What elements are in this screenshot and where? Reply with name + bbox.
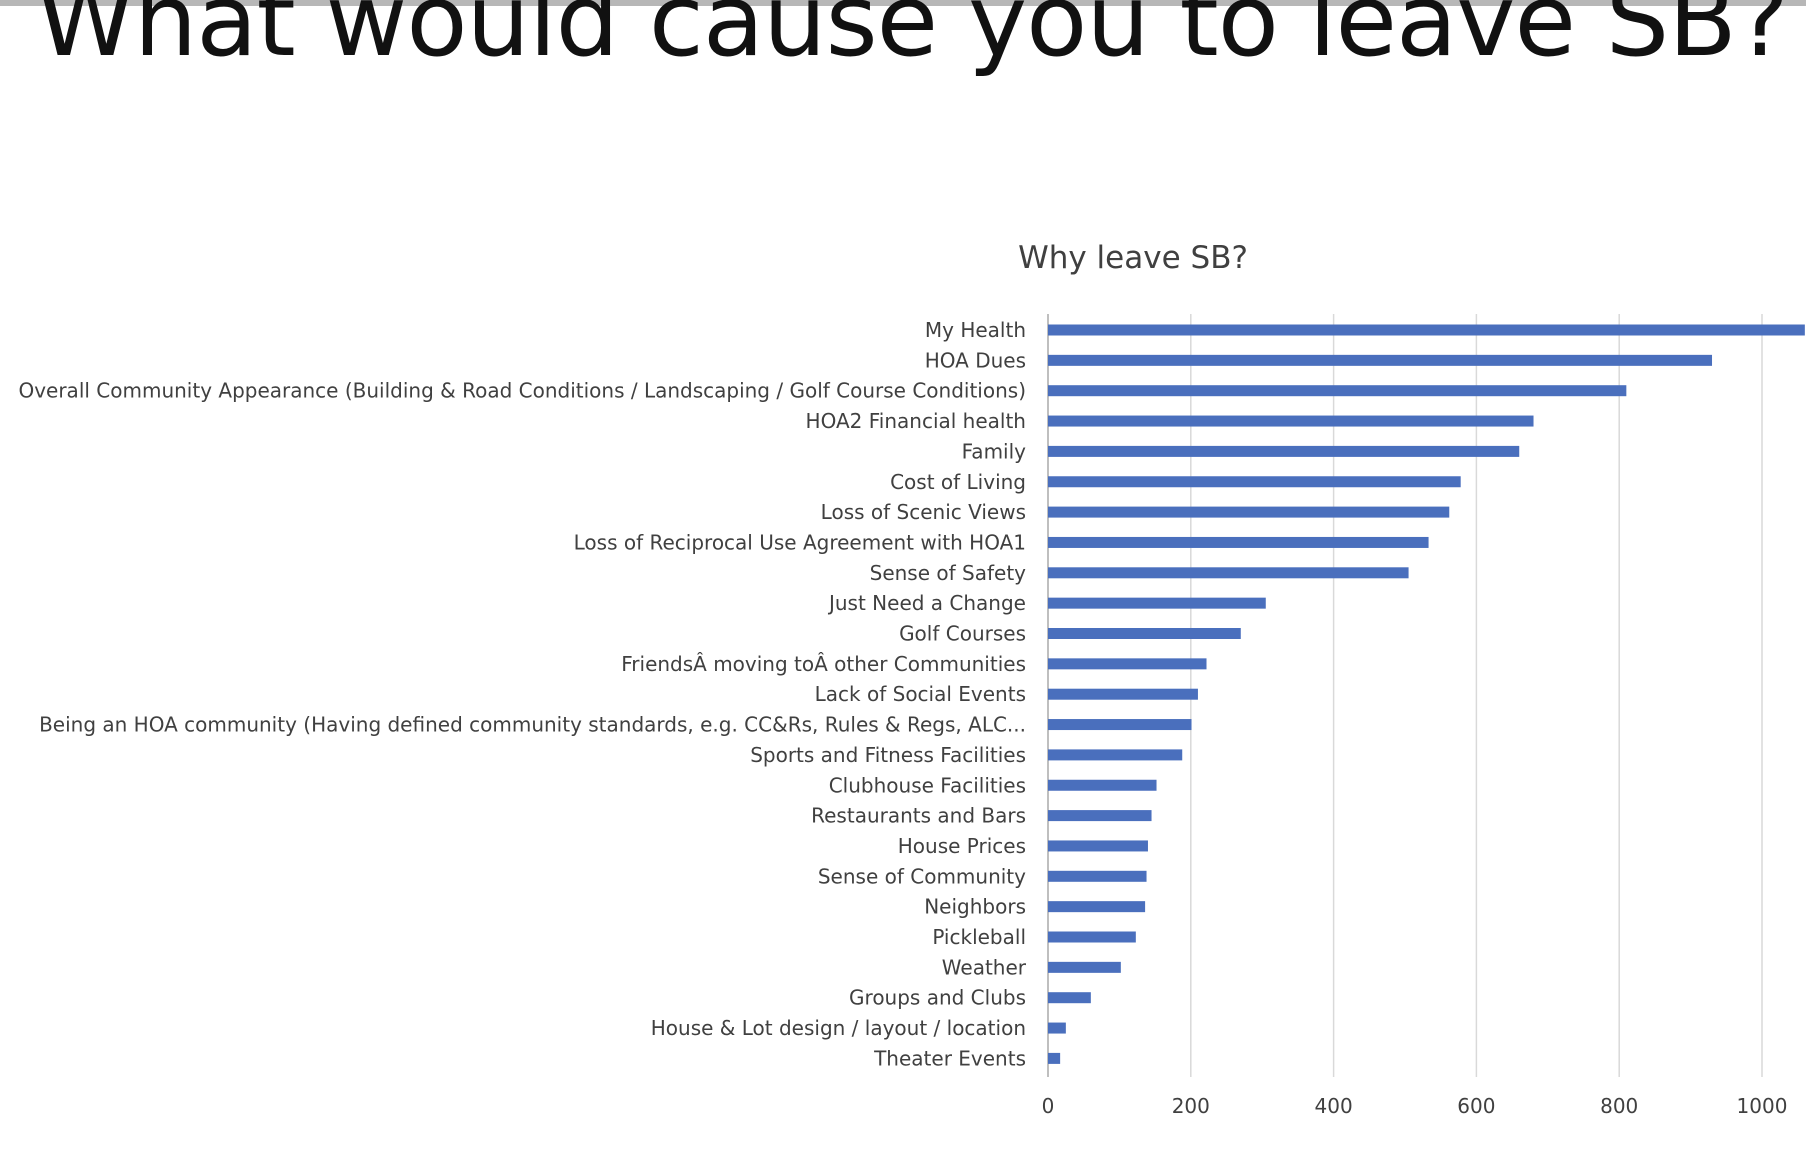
category-label: Sense of Community bbox=[818, 864, 1026, 888]
x-tick-label: 1000 bbox=[1737, 1094, 1788, 1118]
category-labels: My Health HOA Dues Overall Community Appea… bbox=[18, 318, 1026, 1070]
bar bbox=[1048, 810, 1152, 822]
category-label: Just Need a Change bbox=[827, 591, 1026, 615]
category-label: Sense of Safety bbox=[870, 561, 1027, 585]
category-label: Pickleball bbox=[932, 925, 1026, 949]
category-label: Neighbors bbox=[924, 895, 1026, 919]
category-label: Groups and Clubs bbox=[849, 986, 1026, 1010]
chart-title: Why leave SB? bbox=[1018, 240, 1248, 276]
bar bbox=[1048, 476, 1461, 488]
category-label: Sports and Fitness Facilities bbox=[750, 743, 1026, 767]
bar bbox=[1048, 719, 1192, 731]
bar bbox=[1048, 840, 1148, 852]
category-label: Weather bbox=[942, 955, 1027, 979]
category-label: Clubhouse Facilities bbox=[829, 773, 1026, 797]
bar bbox=[1048, 354, 1713, 366]
category-label: Golf Courses bbox=[899, 622, 1026, 646]
x-tick-label: 800 bbox=[1600, 1094, 1638, 1118]
category-label: Being an HOA community (Having defined c… bbox=[39, 713, 1026, 737]
bar bbox=[1048, 1022, 1066, 1034]
category-label: Loss of Reciprocal Use Agreement with HO… bbox=[574, 530, 1026, 554]
category-label: HOA Dues bbox=[925, 348, 1026, 372]
category-label: Loss of Scenic Views bbox=[821, 500, 1026, 524]
bars bbox=[1048, 324, 1805, 1064]
bar bbox=[1048, 597, 1266, 609]
category-label: HOA2 Financial health bbox=[806, 409, 1026, 433]
bar bbox=[1048, 1052, 1061, 1064]
category-label: Cost of Living bbox=[890, 470, 1026, 494]
bar bbox=[1048, 992, 1091, 1004]
bar bbox=[1048, 536, 1429, 548]
category-label: Family bbox=[962, 439, 1027, 463]
bar bbox=[1048, 415, 1534, 427]
bar bbox=[1048, 931, 1136, 943]
category-label: Restaurants and Bars bbox=[811, 804, 1026, 828]
bar bbox=[1048, 961, 1121, 973]
bar bbox=[1048, 779, 1157, 791]
bar bbox=[1048, 385, 1627, 397]
x-tick-label: 0 bbox=[1042, 1094, 1055, 1118]
bar bbox=[1048, 749, 1183, 761]
category-label: Lack of Social Events bbox=[815, 682, 1026, 706]
bar bbox=[1048, 870, 1147, 882]
category-label: My Health bbox=[925, 318, 1026, 342]
x-tick-label: 200 bbox=[1172, 1094, 1210, 1118]
category-label: Theater Events bbox=[873, 1046, 1026, 1070]
x-axis-ticks: 0 200 400 600 800 1000 bbox=[1042, 1094, 1788, 1118]
bar bbox=[1048, 324, 1805, 336]
x-tick-label: 600 bbox=[1457, 1094, 1495, 1118]
top-rule bbox=[0, 0, 1806, 6]
category-label: House Prices bbox=[898, 834, 1026, 858]
bar bbox=[1048, 506, 1450, 518]
bar bbox=[1048, 658, 1207, 670]
bar bbox=[1048, 688, 1198, 700]
category-label: House & Lot design / layout / location bbox=[651, 1016, 1026, 1040]
x-tick-label: 400 bbox=[1315, 1094, 1353, 1118]
bar bbox=[1048, 628, 1241, 639]
slide-title: What would cause you to leave SB? bbox=[36, 0, 1789, 79]
bar bbox=[1048, 445, 1520, 457]
category-label: FriendsÂ moving toÂ other Communities bbox=[621, 652, 1026, 676]
bar bbox=[1048, 567, 1409, 579]
bar bbox=[1048, 901, 1146, 913]
category-label: Overall Community Appearance (Building &… bbox=[18, 379, 1026, 403]
